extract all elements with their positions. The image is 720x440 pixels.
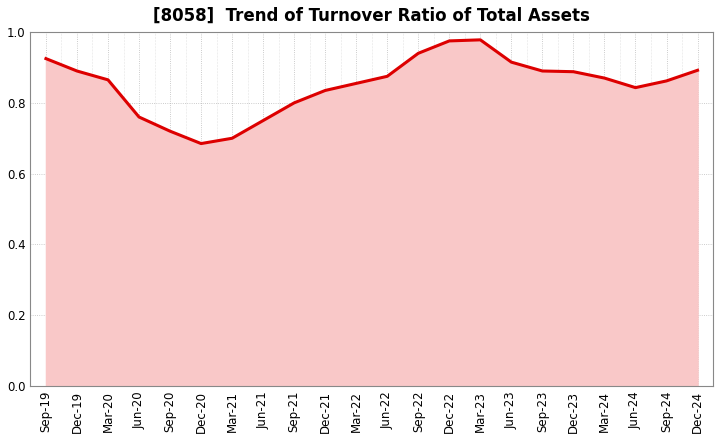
Title: [8058]  Trend of Turnover Ratio of Total Assets: [8058] Trend of Turnover Ratio of Total … [153, 7, 590, 25]
